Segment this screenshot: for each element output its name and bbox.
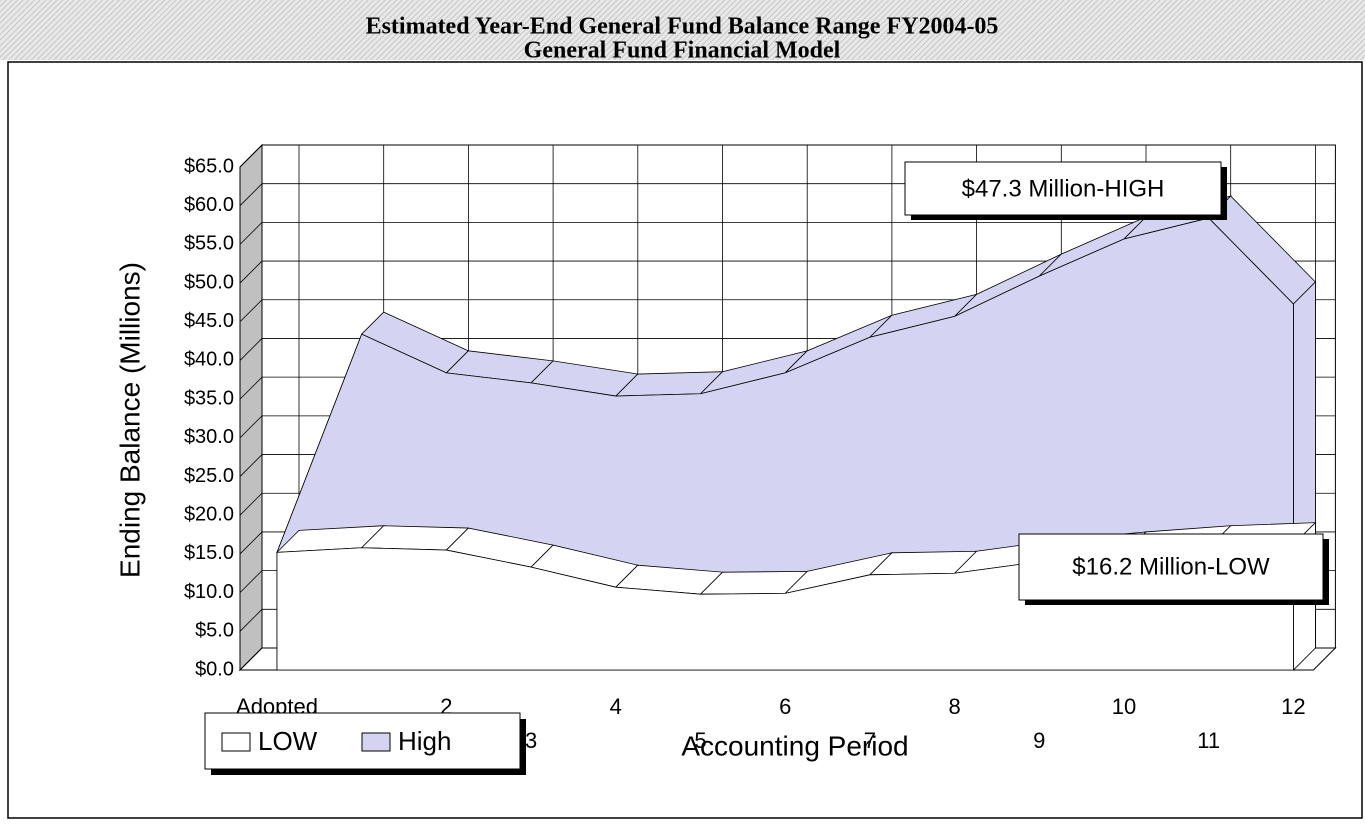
x-tick-label: 12 <box>1281 694 1305 719</box>
y-tick-label: $40.0 <box>184 349 234 371</box>
legend-label: High <box>398 726 451 756</box>
annotation-box <box>904 161 1222 216</box>
legend-swatch <box>221 732 251 752</box>
x-tick-label: 8 <box>948 694 960 719</box>
legend-swatch <box>361 732 391 752</box>
x-tick-label: 5 <box>694 728 706 753</box>
wall-grid-line <box>239 260 263 284</box>
wall-grid-line <box>239 492 263 516</box>
y-tick-label: $5.0 <box>195 620 234 642</box>
y-tick-label: $20.0 <box>184 504 234 526</box>
plot: $0.0 $5.0 $10.0 $15.0 $20.0 $25.0 $30.0 $35.0 $4… <box>184 143 1337 753</box>
x-tick-label: 6 <box>779 694 791 719</box>
chart-title: Estimated Year-End General Fund Balance … <box>366 14 999 40</box>
y-tick-label: $10.0 <box>184 581 234 603</box>
y-tick-label: $30.0 <box>184 426 234 448</box>
x-tick-label: 11 <box>1197 728 1220 753</box>
annotation-box <box>1018 533 1324 601</box>
chart-subtitle: General Fund Financial Model <box>524 38 841 64</box>
y-tick-label: $65.0 <box>184 155 234 177</box>
wall-grid-line <box>239 144 263 168</box>
y-tick-label: $35.0 <box>184 387 234 409</box>
x-tick-label: 10 <box>1112 694 1136 719</box>
x-axis-title: Accounting Period <box>681 730 908 761</box>
wall-grid-line <box>239 609 263 632</box>
legend-items: LOW High <box>221 726 451 756</box>
wall-grid-line <box>239 454 263 477</box>
wall-grid-line <box>239 415 263 439</box>
wall-grid-line <box>239 222 263 245</box>
wall-grid-line <box>239 183 263 206</box>
y-tick-label: $60.0 <box>184 194 234 216</box>
y-tick-label: $55.0 <box>184 233 234 255</box>
wall-grid-line <box>239 647 263 671</box>
y-tick-label: $50.0 <box>184 271 234 293</box>
wall-grid-line <box>239 338 263 361</box>
y-tick-label: $45.0 <box>184 310 234 332</box>
legend-label: LOW <box>258 726 318 756</box>
wall-grid-line <box>239 570 263 593</box>
wall-grid-line <box>239 299 263 323</box>
x-tick-label: 9 <box>1033 728 1045 753</box>
header-band <box>0 0 1365 60</box>
y-tick-label: $15.0 <box>184 542 234 564</box>
annotation: $16.2 Million-LOW <box>1072 553 1270 580</box>
annotation: $47.3 Million-HIGH <box>962 175 1165 202</box>
left-wall <box>239 143 263 672</box>
x-tick-label: 4 <box>610 694 622 719</box>
wall-grid-line <box>239 376 263 400</box>
y-axis-title: Ending Balance (Millions) <box>114 262 145 578</box>
y-tick-label: $25.0 <box>184 465 234 487</box>
wall-grid-line <box>239 531 263 555</box>
y-tick-label: $0.0 <box>195 658 234 680</box>
x-tick-label: 3 <box>525 728 537 753</box>
x-tick-label: 7 <box>864 728 876 753</box>
